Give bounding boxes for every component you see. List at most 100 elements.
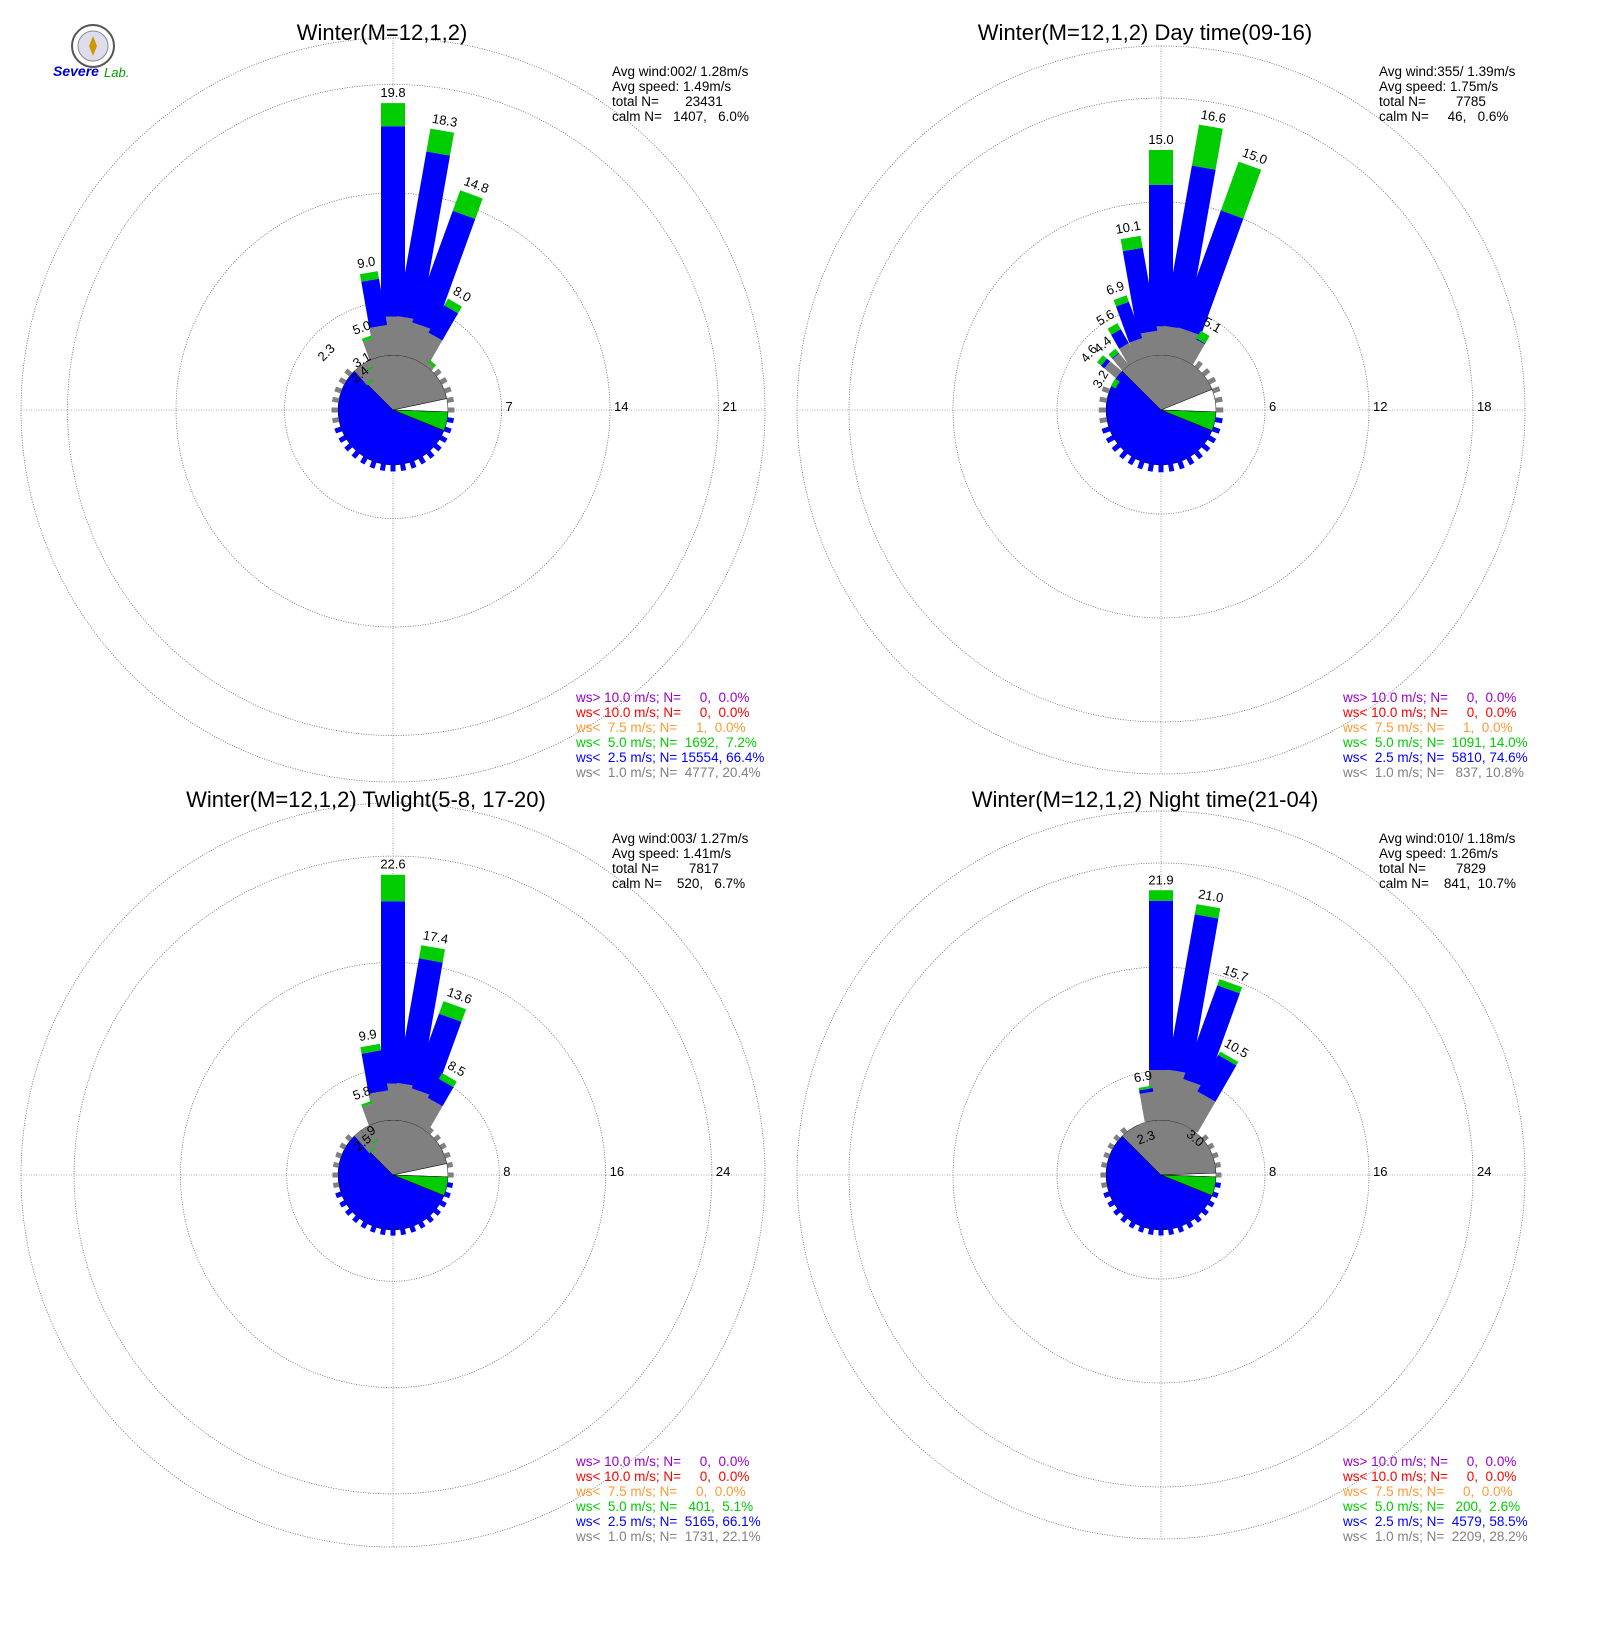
stat-line: total N= 7785 — [1379, 94, 1486, 109]
minor-bar — [1098, 407, 1106, 413]
minor-bar — [446, 417, 454, 424]
bar-value-label: 17.4 — [422, 927, 450, 946]
legend-entry: ws< 7.5 m/s; N= 1, 0.0% — [1342, 720, 1513, 735]
bar-value-label: 6.9 — [1104, 278, 1126, 298]
bar-segment-blue — [1149, 900, 1173, 1070]
range-ring — [180, 962, 606, 1388]
minor-bar — [1101, 1182, 1108, 1188]
bar-segment-blue — [1149, 184, 1173, 327]
bar-segment-blue — [412, 210, 476, 331]
bar-segment-blue — [1122, 247, 1158, 335]
minor-bar — [446, 396, 454, 403]
bar-value-label: 22.6 — [380, 857, 405, 872]
minor-bar — [1128, 1221, 1136, 1229]
bar-value-label: 9.9 — [357, 1026, 377, 1044]
center-disc — [337, 1119, 449, 1231]
minor-bar — [433, 1208, 441, 1216]
minor-bar — [409, 1225, 417, 1233]
minor-bar — [369, 1225, 377, 1233]
minor-bar — [443, 1191, 451, 1199]
logo-text-severe: Severe — [53, 63, 99, 79]
minor-bar — [332, 417, 340, 424]
bar-segment-green — [1108, 348, 1119, 359]
speed-legend: ws> 10.0 m/s; N= 0, 0.0%ws< 10.0 m/s; N=… — [1342, 1454, 1528, 1544]
center-disc — [337, 354, 449, 466]
bar-segment-blue — [361, 278, 388, 328]
stat-line: Avg speed: 1.49m/s — [612, 79, 731, 94]
minor-bar — [433, 1134, 441, 1142]
bar-value-label: 19.8 — [380, 85, 405, 100]
bar-segment-blue — [1183, 985, 1240, 1088]
minor-bar — [1103, 1191, 1111, 1198]
minor-bar — [1211, 1191, 1219, 1198]
minor-bar — [1207, 1142, 1215, 1150]
minor-bar — [1099, 417, 1108, 424]
speed-legend: ws> 10.0 m/s; N= 0, 0.0%ws< 10.0 m/s; N=… — [1342, 690, 1528, 780]
bar-value-label: 8.5 — [445, 1058, 468, 1080]
legend-entry: ws> 10.0 m/s; N= 0, 0.0% — [575, 1454, 749, 1469]
minor-bar — [1138, 1225, 1145, 1233]
bar-segment-blue — [411, 1013, 462, 1097]
minor-bar — [1194, 1215, 1202, 1223]
minor-bar — [1216, 407, 1224, 413]
bar-segment-green — [1217, 979, 1243, 994]
bar-segment-gray — [1139, 1091, 1159, 1122]
bar-value-label: 21.9 — [1148, 872, 1173, 887]
minor-bar — [360, 456, 368, 465]
minor-bar — [1194, 360, 1203, 370]
minor-bar — [334, 386, 343, 394]
bar-segment-green — [426, 128, 455, 156]
minor-bar — [1147, 463, 1154, 472]
legend-entry: ws< 2.5 m/s; N= 5165, 66.1% — [575, 1514, 761, 1529]
bar-segment-gray — [413, 332, 443, 367]
bar-segment-green — [439, 1001, 467, 1022]
wind-rose-panel-1: 7 14 2119.818.314.88.09.05.03.12.42.3Winte… — [20, 20, 766, 783]
minor-bar — [1120, 1215, 1128, 1223]
minor-bar — [448, 407, 455, 413]
minor-bar — [332, 1172, 338, 1178]
minor-bar — [439, 1200, 447, 1208]
bar-value-label: 5.6 — [1094, 306, 1117, 328]
ring-tick-label: 8 — [503, 1164, 510, 1179]
minor-bar — [1101, 426, 1111, 434]
minor-bar — [1214, 1182, 1221, 1188]
minor-bar — [390, 465, 396, 472]
legend-entry: ws< 10.0 m/s; N= 0, 0.0% — [575, 705, 749, 720]
legend-entry: ws< 2.5 m/s; N= 5810, 74.6% — [1342, 750, 1528, 765]
minor-bar — [1201, 1134, 1209, 1142]
bar-segment-green — [419, 945, 445, 963]
legend-entry: ws< 1.0 m/s; N= 4777, 20.4% — [575, 765, 761, 780]
bar-segment-green — [370, 1139, 378, 1145]
minor-bar — [1168, 463, 1175, 472]
legend-entry: ws> 10.0 m/s; N= 0, 0.0% — [1342, 690, 1516, 705]
minor-bar — [1186, 456, 1195, 466]
bar-value-label: 18.3 — [431, 111, 459, 130]
ring-tick-label: 8 — [1269, 1164, 1276, 1179]
bar-segment-green — [381, 874, 405, 902]
legend-entry: ws< 5.0 m/s; N= 401, 5.1% — [575, 1499, 753, 1514]
bar-segment-green — [1220, 161, 1262, 219]
minor-bar — [338, 377, 347, 385]
minor-bar — [448, 1172, 454, 1178]
stat-line: Avg speed: 1.75m/s — [1379, 79, 1498, 94]
minor-bar — [339, 1200, 347, 1208]
minor-bar — [433, 443, 442, 452]
bars: 15.016.615.05.110.16.95.64.44.63.2 — [1077, 107, 1269, 391]
bar-segment-green — [1110, 378, 1120, 389]
minor-bar — [344, 443, 353, 452]
bar-value-label: 6.9 — [1133, 1067, 1153, 1085]
bar-segment-gray — [361, 1125, 378, 1145]
bar-segment-green — [444, 298, 462, 314]
minor-bar — [439, 377, 448, 385]
bar-segment-green — [360, 1043, 382, 1054]
bar-segment-gray — [362, 338, 379, 360]
legend-entry: ws< 1.0 m/s; N= 2209, 28.2% — [1342, 1529, 1528, 1544]
bar-value-label: 16.6 — [1200, 107, 1228, 126]
minor-bar — [390, 1230, 396, 1236]
bar-value-label: 15.0 — [1148, 132, 1173, 147]
minor-bar — [332, 1162, 340, 1168]
legend-entry: ws> 10.0 m/s; N= 0, 0.0% — [1342, 1454, 1516, 1469]
legend-entry: ws< 7.5 m/s; N= 0, 0.0% — [575, 1484, 746, 1499]
minor-bar — [443, 386, 452, 394]
